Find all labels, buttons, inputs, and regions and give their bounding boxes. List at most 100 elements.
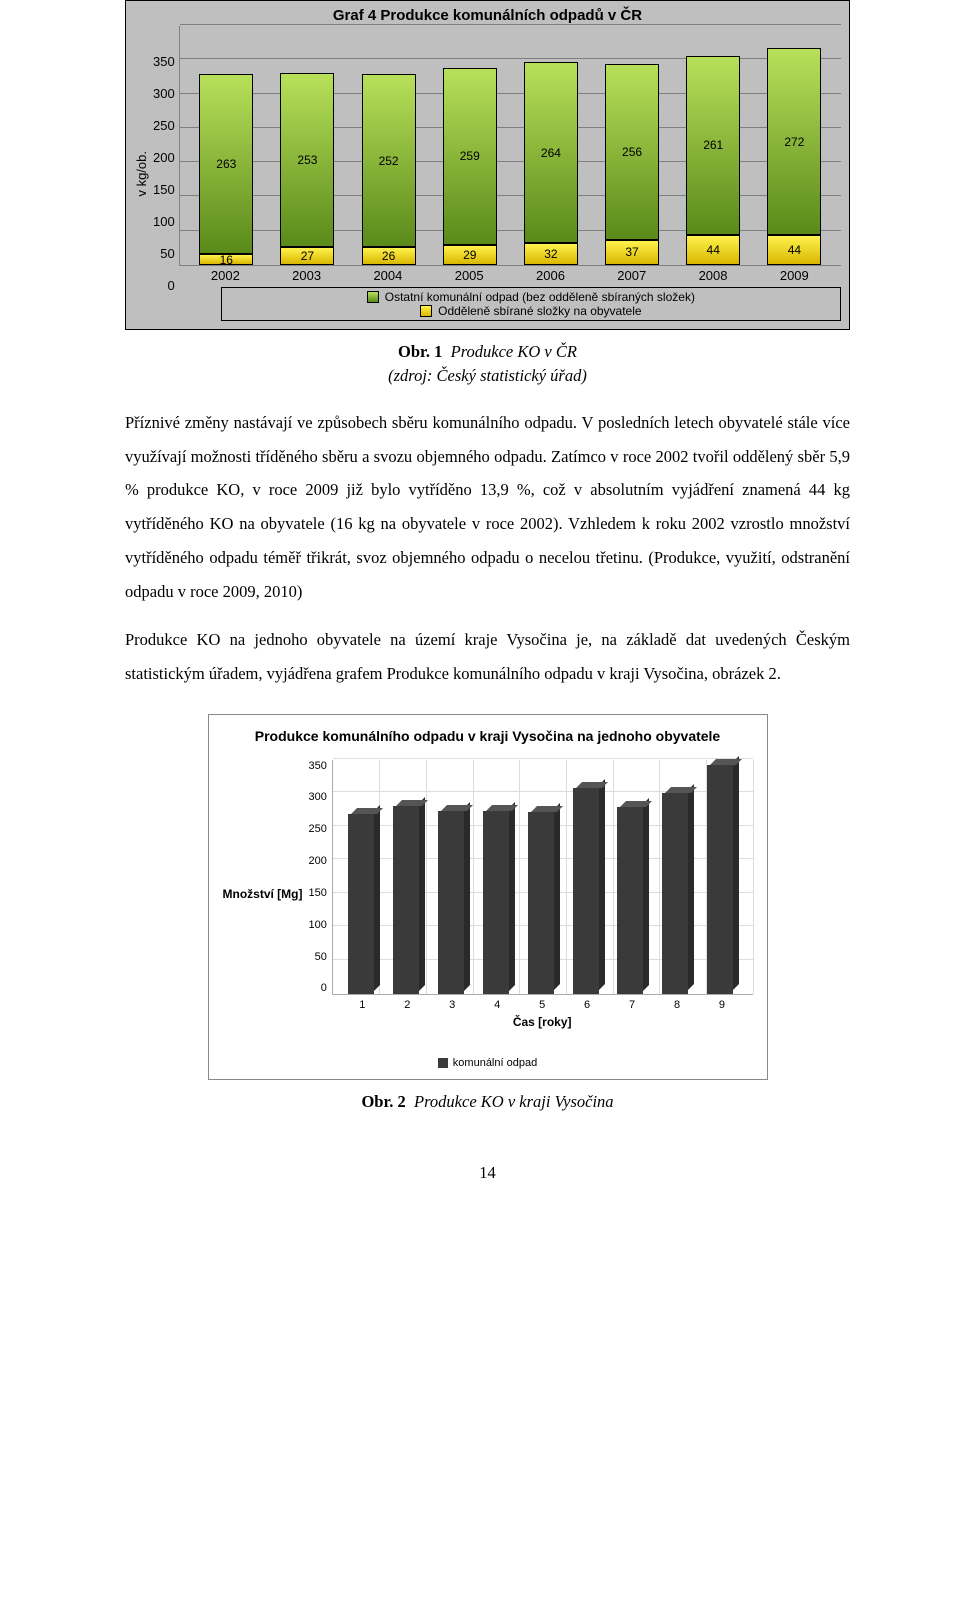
caption1-source: (zdroj: Český statistický úřad)	[388, 366, 587, 385]
chart2-plot	[332, 760, 753, 995]
chart1-seg-yellow: 44	[686, 235, 740, 265]
chart1-legend: Ostatní komunální odpad (bez odděleně sb…	[221, 287, 841, 321]
legend-label-green: Ostatní komunální odpad (bez odděleně sb…	[385, 290, 695, 304]
caption1-label: Obr. 1	[398, 342, 442, 361]
chart2-legend-label: komunální odpad	[453, 1057, 537, 1069]
chart2-xlabel: Čas [roky]	[332, 1015, 753, 1029]
chart2-bar	[348, 814, 378, 994]
chart2-ytick: 250	[309, 823, 327, 835]
chart2-body: Množství [Mg] 350 300 250 200 150 100 50 0 1 2 3 4…	[223, 760, 753, 1029]
chart2-legend: komunální odpad	[223, 1057, 753, 1069]
chart1-ytick: 150	[153, 182, 175, 197]
chart2-xcat: 6	[572, 999, 602, 1011]
body-para-1: Příznivé změny nastávají ve způsobech sb…	[125, 406, 850, 609]
chart1-figure: Graf 4 Produkce komunálních odpadů v ČR …	[125, 0, 850, 330]
chart2-ytick: 300	[309, 791, 327, 803]
chart1-title: Graf 4 Produkce komunálních odpadů v ČR	[134, 7, 841, 24]
chart2-xcat: 7	[617, 999, 647, 1011]
chart2-ylabel: Množství [Mg]	[223, 887, 303, 901]
chart2-xcat: 8	[662, 999, 692, 1011]
page-number: 14	[125, 1163, 850, 1183]
chart1-plot-wrap: 2631625327252262592926432256372614427244…	[179, 26, 841, 321]
chart2-plot-wrap: 123456789 Čas [roky]	[332, 760, 753, 1029]
page: Graf 4 Produkce komunálních odpadů v ČR …	[0, 0, 960, 1223]
chart1-xcat: 2005	[442, 268, 496, 283]
caption1-title: Produkce KO v ČR	[451, 342, 577, 361]
chart2-bar	[617, 807, 647, 994]
chart2-ytick: 50	[309, 951, 327, 963]
chart2-bar	[662, 793, 692, 993]
legend-swatch-yellow	[420, 305, 432, 317]
chart1-ytick: 50	[153, 246, 175, 261]
chart1-seg-green: 252	[362, 74, 416, 247]
chart1-seg-yellow: 29	[443, 245, 497, 265]
chart1-ytick: 0	[153, 278, 175, 293]
chart2-bar	[483, 811, 513, 994]
chart1-xcat: 2003	[280, 268, 334, 283]
chart1-seg-green: 263	[199, 74, 253, 254]
chart1-seg-green: 272	[767, 48, 821, 235]
legend-swatch-green	[367, 291, 379, 303]
chart1-yticks: 350 300 250 200 150 100 50 0	[153, 54, 179, 294]
caption2-title: Produkce KO v kraji Vysočina	[414, 1092, 613, 1111]
chart1-xcat: 2007	[605, 268, 659, 283]
chart1-seg-yellow: 26	[362, 247, 416, 265]
chart2-bar	[707, 765, 737, 993]
caption-2: Obr. 2 Produkce KO v kraji Vysočina	[125, 1090, 850, 1114]
chart2-xcat: 2	[392, 999, 422, 1011]
chart1-xcat: 2006	[523, 268, 577, 283]
chart1-seg-green: 264	[524, 62, 578, 243]
chart2-bar	[393, 806, 423, 994]
chart2-figure: Produkce komunálního odpadu v kraji Vyso…	[208, 714, 768, 1079]
chart2-bar	[438, 811, 468, 994]
chart1-ytick: 200	[153, 150, 175, 165]
chart2-ytick: 150	[309, 887, 327, 899]
chart1-bar-column: 25929	[443, 26, 497, 265]
chart1-ytick: 100	[153, 214, 175, 229]
chart1-bar-column: 26144	[686, 26, 740, 265]
chart1-seg-yellow: 32	[524, 243, 578, 265]
chart1-seg-yellow: 16	[199, 254, 253, 265]
chart1-xcat: 2002	[198, 268, 252, 283]
chart1-xcat: 2009	[767, 268, 821, 283]
caption-1: Obr. 1 Produkce KO v ČR (zdroj: Český st…	[125, 340, 850, 388]
body-para-2: Produkce KO na jednoho obyvatele na územ…	[125, 623, 850, 691]
chart2-xcats: 123456789	[332, 995, 753, 1011]
chart1-seg-yellow: 27	[280, 247, 334, 266]
chart2-ytick: 0	[309, 982, 327, 994]
chart1-seg-green: 259	[443, 68, 497, 246]
chart1-seg-yellow: 44	[767, 235, 821, 265]
chart1-bar-column: 25226	[362, 26, 416, 265]
chart2-title: Produkce komunálního odpadu v kraji Vyso…	[235, 727, 741, 745]
chart1-ytick: 250	[153, 118, 175, 133]
chart2-xcat: 1	[347, 999, 377, 1011]
caption2-label: Obr. 2	[361, 1092, 405, 1111]
chart1-seg-green: 261	[686, 56, 740, 235]
chart1-ytick: 350	[153, 54, 175, 69]
chart1-plot: 2631625327252262592926432256372614427244	[179, 26, 841, 266]
chart1-bar-column: 25637	[605, 26, 659, 265]
chart1-bar-column: 26432	[524, 26, 578, 265]
chart1-bars: 2631625327252262592926432256372614427244	[180, 26, 841, 265]
chart2-xcat: 3	[437, 999, 467, 1011]
chart1-bar-column: 25327	[280, 26, 334, 265]
chart1-ytick: 300	[153, 86, 175, 101]
legend-label-yellow: Odděleně sbírané složky na obyvatele	[438, 304, 641, 318]
chart1-seg-green: 256	[605, 64, 659, 240]
chart2-bar	[528, 812, 558, 993]
chart1-xcat: 2004	[361, 268, 415, 283]
chart2-xcat: 4	[482, 999, 512, 1011]
chart1-seg-green: 253	[280, 73, 334, 246]
chart1-xcat: 2008	[686, 268, 740, 283]
chart2-ytick: 100	[309, 919, 327, 931]
chart2-ytick: 350	[309, 760, 327, 772]
chart2-bars	[333, 760, 753, 994]
chart1-ylabel: v kg/ob.	[134, 151, 149, 197]
chart1-yaxis: v kg/ob. 350 300 250 200 150 100 50 0	[134, 26, 179, 321]
chart1-body: v kg/ob. 350300250200150100500 263162532…	[134, 26, 841, 321]
chart1-xcats: 2002 2003 2004 2005 2006 2007 2008 2009	[179, 266, 841, 283]
chart1-bar-column: 26316	[199, 26, 253, 265]
chart2-legend-swatch	[438, 1058, 448, 1068]
chart2-ytick: 200	[309, 855, 327, 867]
chart2-yticks: 350 300 250 200 150 100 50 0	[309, 760, 332, 995]
